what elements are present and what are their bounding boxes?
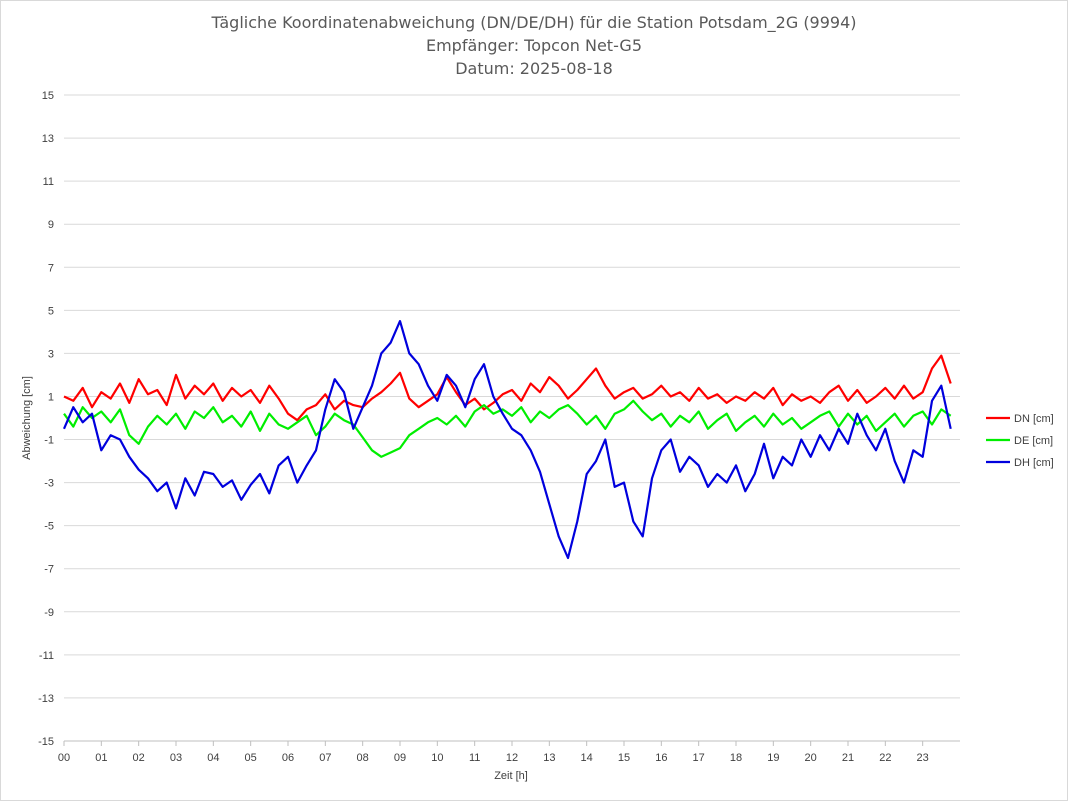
- series-lines: [62, 320, 952, 560]
- y-tick-label: 13: [42, 133, 54, 145]
- y-tick-label: -15: [38, 736, 54, 748]
- y-tick-label: -5: [44, 521, 54, 533]
- x-tick-label: 23: [917, 752, 929, 764]
- chart-title-line-1: Tägliche Koordinatenabweichung (DN/DE/DH…: [210, 13, 856, 33]
- x-tick-label: 06: [282, 752, 294, 764]
- x-tick-label: 16: [655, 752, 667, 764]
- x-tick-label: 22: [879, 752, 891, 764]
- y-axis-ticks: 15 13 11 9 7 5 3 1 -1 -3 -5 -7 -9 -11 -13 -15: [38, 90, 54, 748]
- x-tick-label: 10: [431, 752, 443, 764]
- x-tick-label: 19: [767, 752, 779, 764]
- series-line-dh: [62, 320, 952, 560]
- x-tick-label: 21: [842, 752, 854, 764]
- x-axis-ticks: 00 01 02 03 04 05 06 07 08 09 10 11 12 13 14 15 16 17 18 19…: [58, 740, 960, 764]
- x-tick-label: 05: [245, 752, 257, 764]
- chart-title-line-3: Datum: 2025-08-18: [455, 59, 613, 78]
- x-tick-label: 15: [618, 752, 630, 764]
- y-tick-label: 9: [48, 219, 54, 231]
- y-tick-label: -3: [44, 478, 54, 490]
- x-tick-label: 01: [95, 752, 107, 764]
- chart-title-line-2: Empfänger: Topcon Net-G5: [426, 36, 642, 55]
- x-tick-label: 14: [581, 752, 593, 764]
- y-tick-label: 5: [48, 305, 54, 317]
- legend-label: DN [cm]: [1014, 413, 1054, 425]
- legend-label: DE [cm]: [1014, 435, 1053, 447]
- legend: DN [cm] DE [cm] DH [cm]: [986, 413, 1054, 469]
- y-tick-label: 1: [48, 391, 54, 403]
- y-tick-label: -7: [44, 564, 54, 576]
- x-axis-label: Zeit [h]: [494, 770, 528, 782]
- series-line-dn: [63, 354, 952, 422]
- x-tick-label: 07: [319, 752, 331, 764]
- x-tick-label: 11: [469, 752, 480, 764]
- x-tick-label: 04: [207, 752, 219, 764]
- x-tick-label: 17: [693, 752, 705, 764]
- x-tick-label: 18: [730, 752, 742, 764]
- y-tick-label: 3: [48, 348, 54, 360]
- x-tick-label: 13: [543, 752, 555, 764]
- x-tick-label: 09: [394, 752, 406, 764]
- y-tick-label: 7: [48, 262, 54, 274]
- x-tick-label: 00: [58, 752, 70, 764]
- x-tick-label: 03: [170, 752, 182, 764]
- legend-label: DH [cm]: [1014, 457, 1054, 469]
- series-line-de: [63, 399, 952, 458]
- x-tick-label: 08: [357, 752, 369, 764]
- gridlines: [64, 94, 960, 742]
- y-axis-label: Abweichung [cm]: [21, 376, 33, 460]
- y-tick-label: -9: [44, 607, 54, 619]
- x-tick-label: 12: [506, 752, 518, 764]
- y-tick-label: -11: [39, 650, 54, 662]
- y-tick-label: -13: [38, 693, 54, 705]
- y-tick-label: 15: [42, 90, 54, 102]
- x-tick-label: 20: [805, 752, 817, 764]
- y-tick-label: 11: [43, 176, 54, 188]
- x-tick-label: 02: [133, 752, 145, 764]
- y-tick-label: -1: [44, 435, 54, 447]
